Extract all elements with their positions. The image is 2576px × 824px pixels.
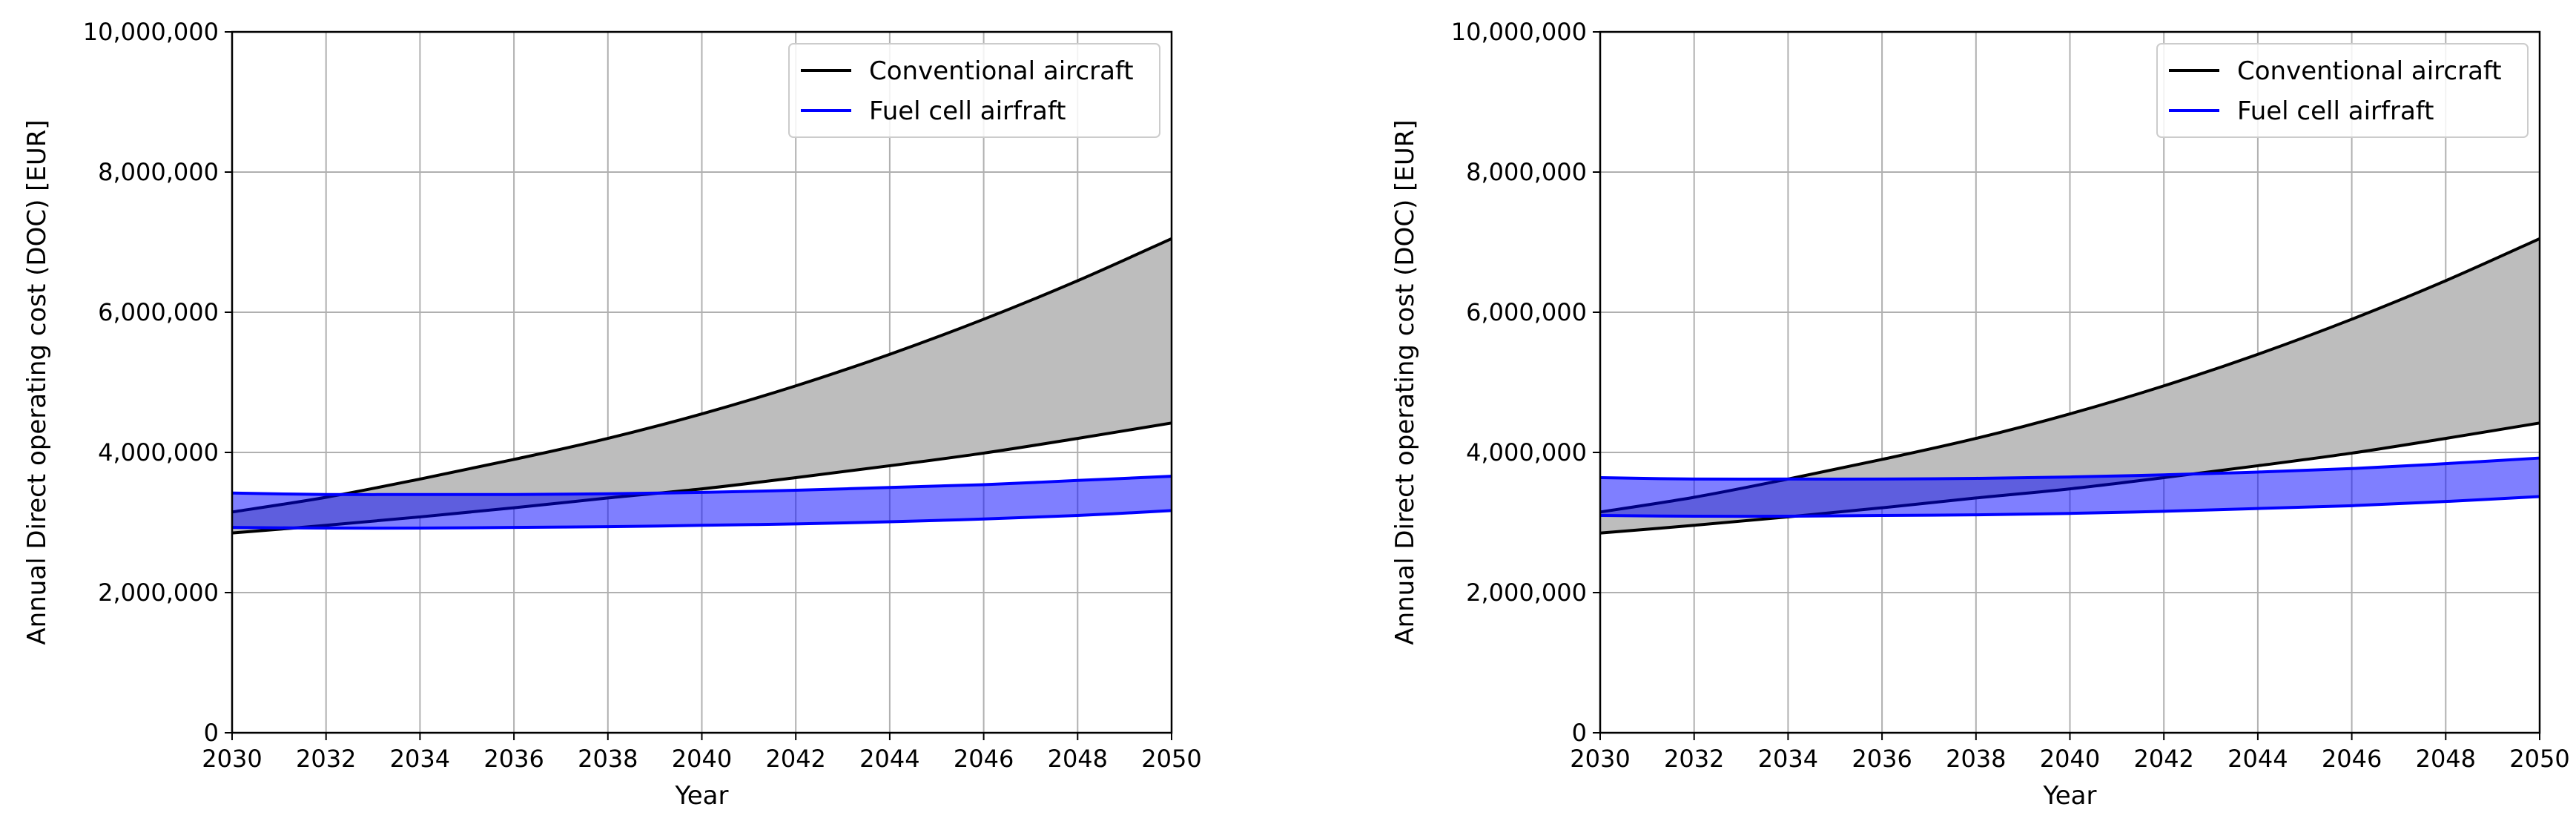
x-axis-title: Year — [675, 781, 729, 811]
x-tick-label: 2038 — [1946, 745, 2006, 773]
y-tick-label: 4,000,000 — [98, 438, 219, 467]
legend: Conventional aircraft Fuel cell airfraft — [788, 43, 1160, 138]
x-tick-label: 2048 — [2416, 745, 2476, 773]
x-tick-label: 2044 — [2227, 745, 2288, 773]
x-tick-label: 2044 — [859, 745, 919, 773]
x-tick-label: 2032 — [1664, 745, 1724, 773]
x-tick-label: 2030 — [202, 745, 262, 773]
series-fuel-cell-airfraft — [231, 475, 1172, 530]
x-tick-label: 2038 — [578, 745, 638, 773]
upper-line — [1599, 456, 2540, 481]
x-tick-label: 2032 — [296, 745, 356, 773]
legend-label: Conventional aircraft — [2237, 56, 2502, 86]
y-tick-label: 4,000,000 — [1466, 438, 1587, 467]
x-tick-label: 2040 — [2040, 745, 2100, 773]
y-tick-label: 6,000,000 — [1466, 298, 1587, 326]
y-tick-label: 8,000,000 — [98, 158, 219, 186]
legend-label: Fuel cell airfraft — [2237, 96, 2434, 126]
x-tick-label: 2030 — [1570, 745, 1630, 773]
y-tick-label: 2,000,000 — [98, 579, 219, 607]
x-tick-label: 2046 — [2322, 745, 2382, 773]
chart-panel-1: 2030 2032 2034 2036 2038 2040 2042 2044 2046 2048… — [22, 18, 1202, 811]
y-axis-title: Annual Direct operating cost (DOC) [EUR] — [22, 119, 52, 645]
x-tick-label: 2034 — [390, 745, 450, 773]
x-axis-title: Year — [2043, 781, 2097, 811]
x-tick-label: 2050 — [2509, 745, 2569, 773]
x-tick-label: 2036 — [483, 745, 544, 773]
y-tick-label: 8,000,000 — [1466, 158, 1587, 186]
y-tick-label: 0 — [204, 719, 219, 747]
y-tick-label: 2,000,000 — [1466, 579, 1587, 607]
y-axis-title: Annual Direct operating cost (DOC) [EUR] — [1390, 119, 1420, 645]
chart-panel-2: 2030 2032 2034 2036 2038 2040 2042 2044 2046 2048… — [1390, 18, 2570, 811]
y-tick-label: 6,000,000 — [98, 298, 219, 326]
upper-line — [231, 475, 1172, 496]
y-tick-label: 0 — [1572, 719, 1587, 747]
series-fuel-cell-airfraft — [1599, 456, 2540, 518]
legend-box — [2156, 43, 2529, 138]
x-tick-label: 2048 — [1048, 745, 1108, 773]
x-tick-label: 2046 — [954, 745, 1014, 773]
y-tick-label: 10,000,000 — [1451, 18, 1587, 46]
x-tick-label: 2042 — [2133, 745, 2193, 773]
x-tick-label: 2034 — [1758, 745, 1818, 773]
band-fill — [1600, 458, 2540, 517]
band-fill — [232, 476, 1172, 529]
legend-label: Conventional aircraft — [869, 56, 1134, 86]
upper-line — [231, 237, 1172, 514]
legend-label: Fuel cell airfraft — [869, 96, 1066, 126]
lower-line — [1599, 495, 2540, 518]
y-tick-label: 10,000,000 — [83, 18, 219, 46]
x-tick-label: 2040 — [672, 745, 732, 773]
x-tick-label: 2050 — [1141, 745, 1201, 773]
x-tick-label: 2042 — [765, 745, 825, 773]
legend-box — [788, 43, 1160, 138]
legend: Conventional aircraft Fuel cell airfraft — [2156, 43, 2529, 138]
lower-line — [231, 509, 1172, 530]
x-tick-label: 2036 — [1852, 745, 1912, 773]
